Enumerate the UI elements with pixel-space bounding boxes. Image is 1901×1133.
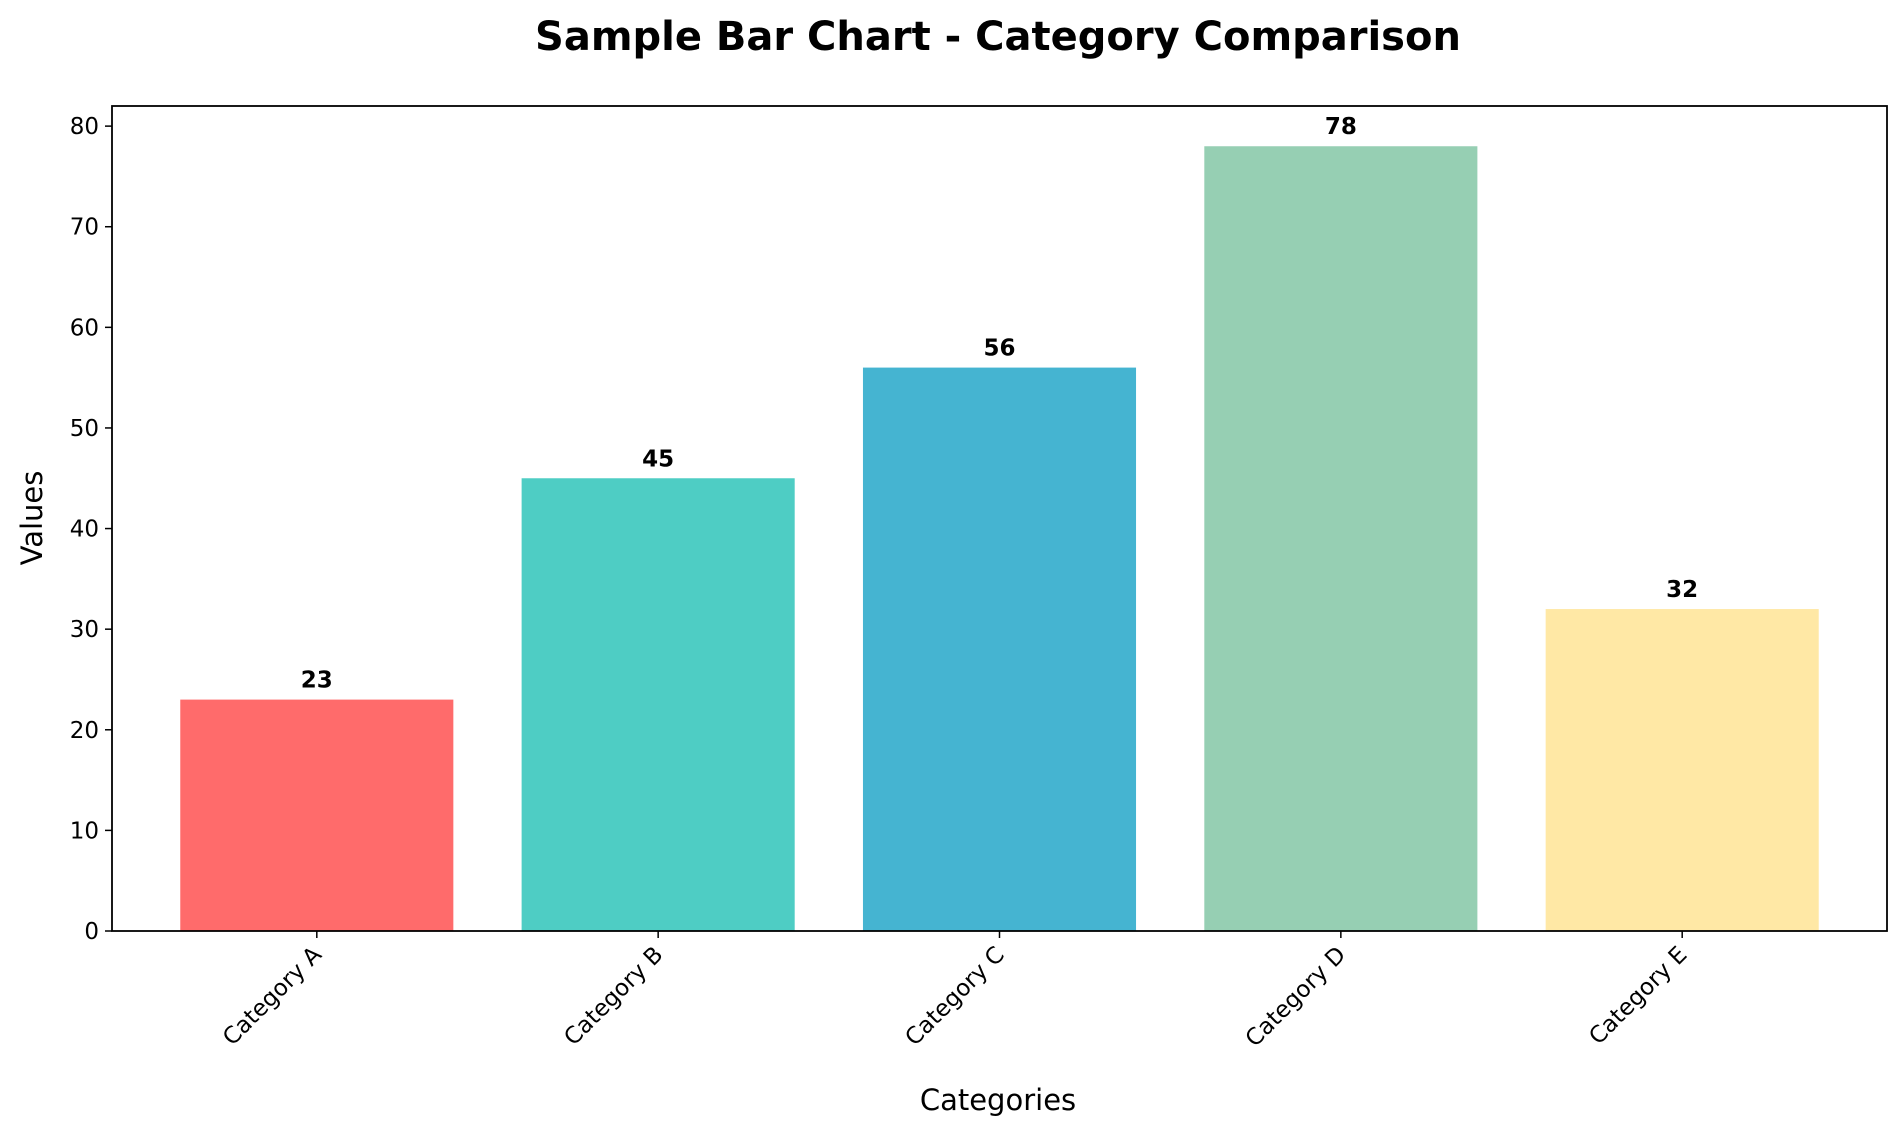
bar-value-label: 45 <box>642 446 674 472</box>
bar-category-e <box>1545 609 1819 931</box>
x-axis-label: Categories <box>920 1083 1076 1117</box>
bar-value-label: 23 <box>301 668 333 694</box>
y-tick-label: 10 <box>70 818 99 844</box>
y-tick-label: 20 <box>70 718 99 744</box>
bar-category-d <box>1204 146 1478 931</box>
y-tick-label: 40 <box>70 517 99 543</box>
bar-category-b <box>521 478 795 931</box>
bar-series <box>180 146 1819 932</box>
y-axis-label: Values <box>15 471 49 566</box>
y-axis-ticks: 0 10 20 30 40 50 60 70 80 <box>70 114 112 945</box>
data-labels: 23 45 56 78 32 <box>301 114 1698 693</box>
y-tick-label: 60 <box>70 315 99 341</box>
y-tick-label: 50 <box>70 416 99 442</box>
bar-category-c <box>862 367 1137 932</box>
y-tick-label: 30 <box>70 617 99 643</box>
plot-area-frame <box>111 105 1888 932</box>
bar-category-a <box>180 699 454 931</box>
chart-title: Sample Bar Chart - Category Comparison <box>535 14 1461 60</box>
y-tick-label: 70 <box>70 215 99 241</box>
bar-value-label: 56 <box>983 336 1015 362</box>
y-tick-label: 0 <box>84 919 99 945</box>
bar-value-label: 32 <box>1666 577 1698 603</box>
y-tick-label: 80 <box>70 114 99 140</box>
bar-value-label: 78 <box>1325 114 1357 140</box>
